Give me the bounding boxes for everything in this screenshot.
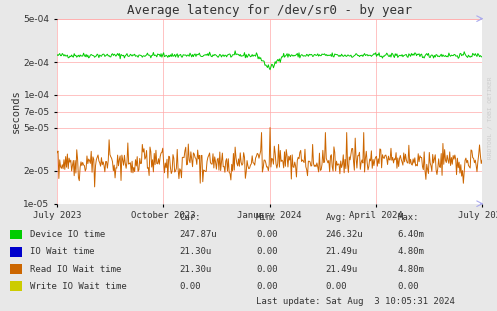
Text: 21.30u: 21.30u	[179, 265, 211, 273]
Text: 4.80m: 4.80m	[398, 265, 424, 273]
Text: Read IO Wait time: Read IO Wait time	[30, 265, 121, 273]
Y-axis label: seconds: seconds	[10, 89, 20, 133]
Text: Cur:: Cur:	[179, 213, 200, 222]
Text: 0.00: 0.00	[398, 282, 419, 290]
Text: RRDTOOL / TOBI OETIKER: RRDTOOL / TOBI OETIKER	[487, 77, 492, 160]
Text: 247.87u: 247.87u	[179, 230, 217, 239]
Text: 0.00: 0.00	[256, 265, 277, 273]
Text: Write IO Wait time: Write IO Wait time	[30, 282, 127, 290]
Text: 0.00: 0.00	[179, 282, 200, 290]
Text: 0.00: 0.00	[256, 282, 277, 290]
Title: Average latency for /dev/sr0 - by year: Average latency for /dev/sr0 - by year	[127, 4, 412, 17]
Text: 0.00: 0.00	[256, 248, 277, 256]
Text: 6.40m: 6.40m	[398, 230, 424, 239]
Text: 21.30u: 21.30u	[179, 248, 211, 256]
Text: 21.49u: 21.49u	[326, 248, 358, 256]
Text: Max:: Max:	[398, 213, 419, 222]
Text: 0.00: 0.00	[326, 282, 347, 290]
Text: IO Wait time: IO Wait time	[30, 248, 94, 256]
Text: 4.80m: 4.80m	[398, 248, 424, 256]
Text: Min:: Min:	[256, 213, 277, 222]
Text: Avg:: Avg:	[326, 213, 347, 222]
Text: 0.00: 0.00	[256, 230, 277, 239]
Text: 246.32u: 246.32u	[326, 230, 363, 239]
Text: 21.49u: 21.49u	[326, 265, 358, 273]
Text: Last update: Sat Aug  3 10:05:31 2024: Last update: Sat Aug 3 10:05:31 2024	[256, 297, 455, 306]
Text: Device IO time: Device IO time	[30, 230, 105, 239]
